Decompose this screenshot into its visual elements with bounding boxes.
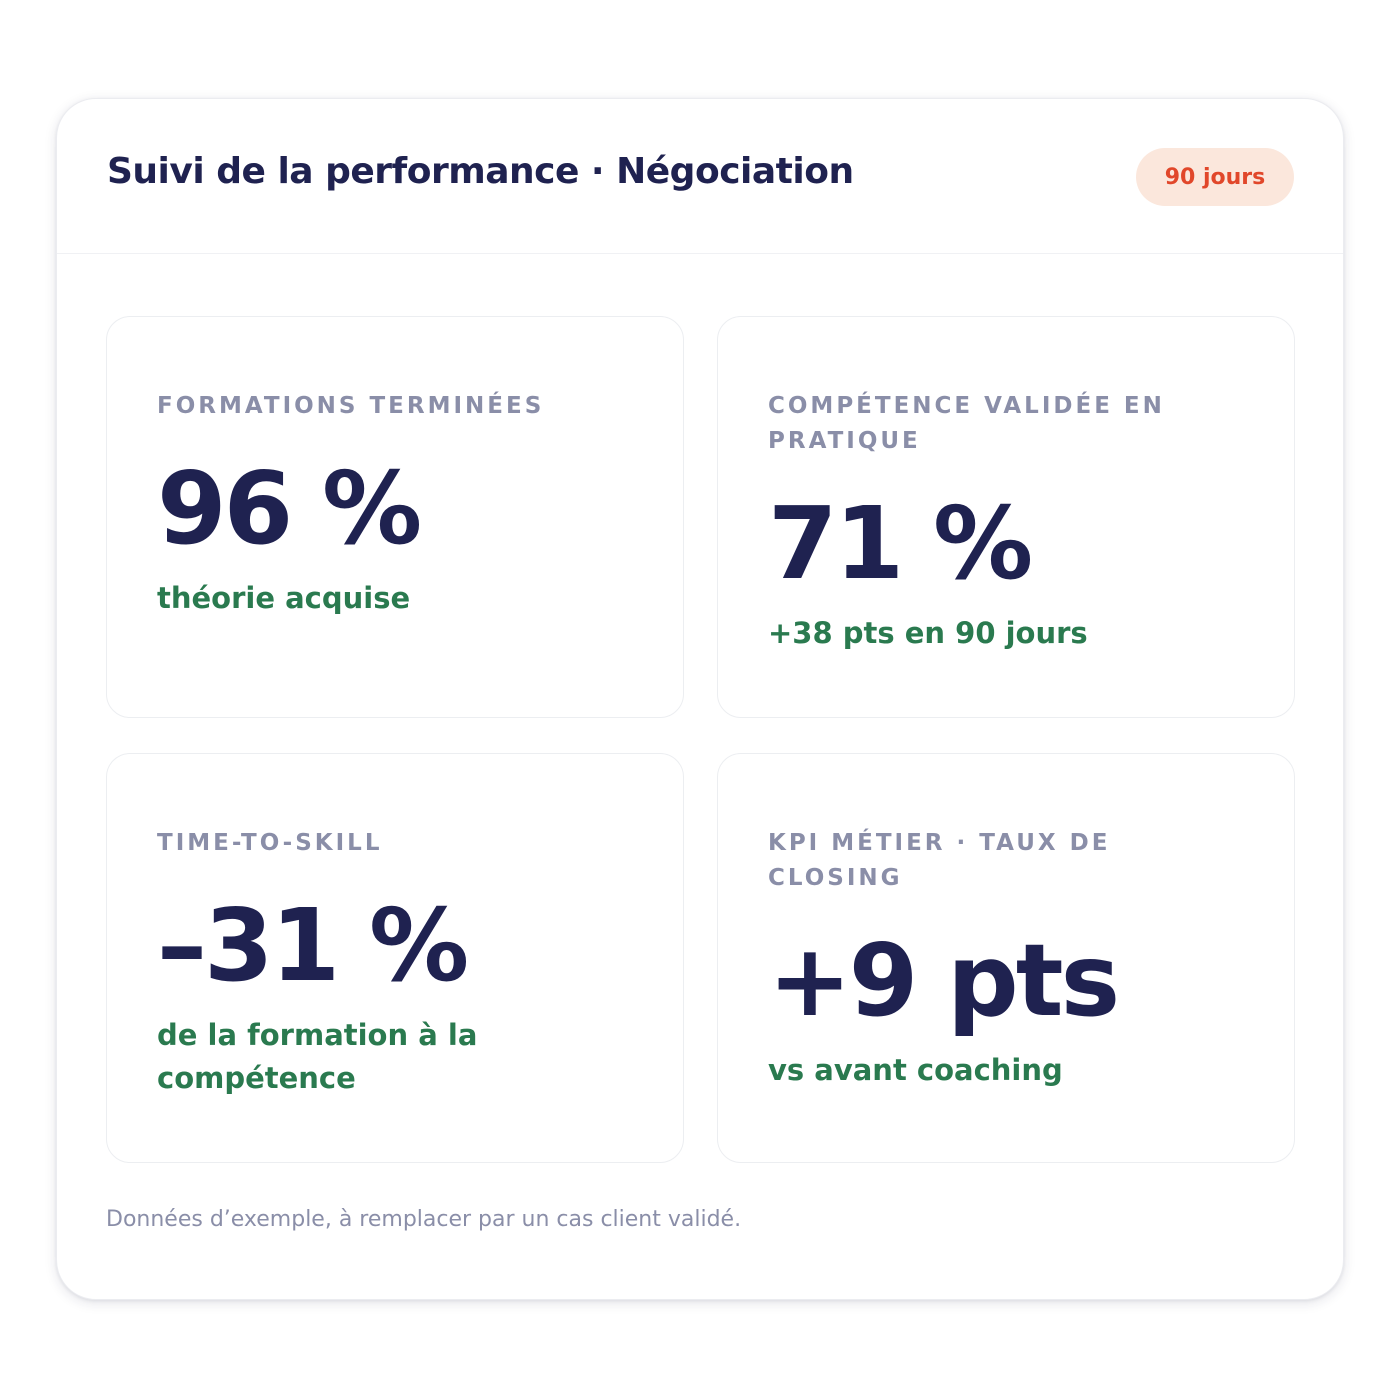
period-badge: 90 jours: [1136, 148, 1294, 206]
kpi-card-subtext: vs avant coaching: [768, 1053, 1063, 1087]
kpi-card-closing-rate: KPI MÉTIER · TAUX DE CLOSING +9 pts vs a…: [717, 753, 1295, 1163]
footnote: Données d’exemple, à remplacer par un ca…: [106, 1207, 742, 1232]
kpi-card-label: FORMATIONS TERMINÉES: [157, 393, 545, 419]
kpi-card-subtext: +38 pts en 90 jours: [768, 616, 1088, 650]
kpi-card-value: 96 %: [157, 450, 422, 567]
kpi-card-competence: COMPÉTENCE VALIDÉE EN PRATIQUE 71 % +38 …: [717, 316, 1295, 718]
performance-panel: Suivi de la performance · Négociation 90…: [56, 98, 1344, 1300]
kpi-card-label: COMPÉTENCE VALIDÉE EN PRATIQUE: [768, 393, 1165, 454]
kpi-card-value: –31 %: [157, 887, 469, 1004]
kpi-card-subtext: théorie acquise: [157, 581, 411, 615]
kpi-card-label: TIME-TO-SKILL: [157, 830, 383, 856]
kpi-card-formations: FORMATIONS TERMINÉES 96 % théorie acquis…: [106, 316, 684, 718]
kpi-card-value: 71 %: [768, 485, 1033, 602]
kpi-card-value: +9 pts: [768, 922, 1120, 1039]
kpi-card-time-to-skill: TIME-TO-SKILL –31 % de la formation à la…: [106, 753, 684, 1163]
panel-title: Suivi de la performance · Négociation: [107, 151, 854, 192]
kpi-card-label: KPI MÉTIER · TAUX DE CLOSING: [768, 830, 1111, 891]
kpi-card-subtext: de la formation à la compétence: [157, 1018, 478, 1095]
panel-header: Suivi de la performance · Négociation 90…: [57, 99, 1343, 254]
